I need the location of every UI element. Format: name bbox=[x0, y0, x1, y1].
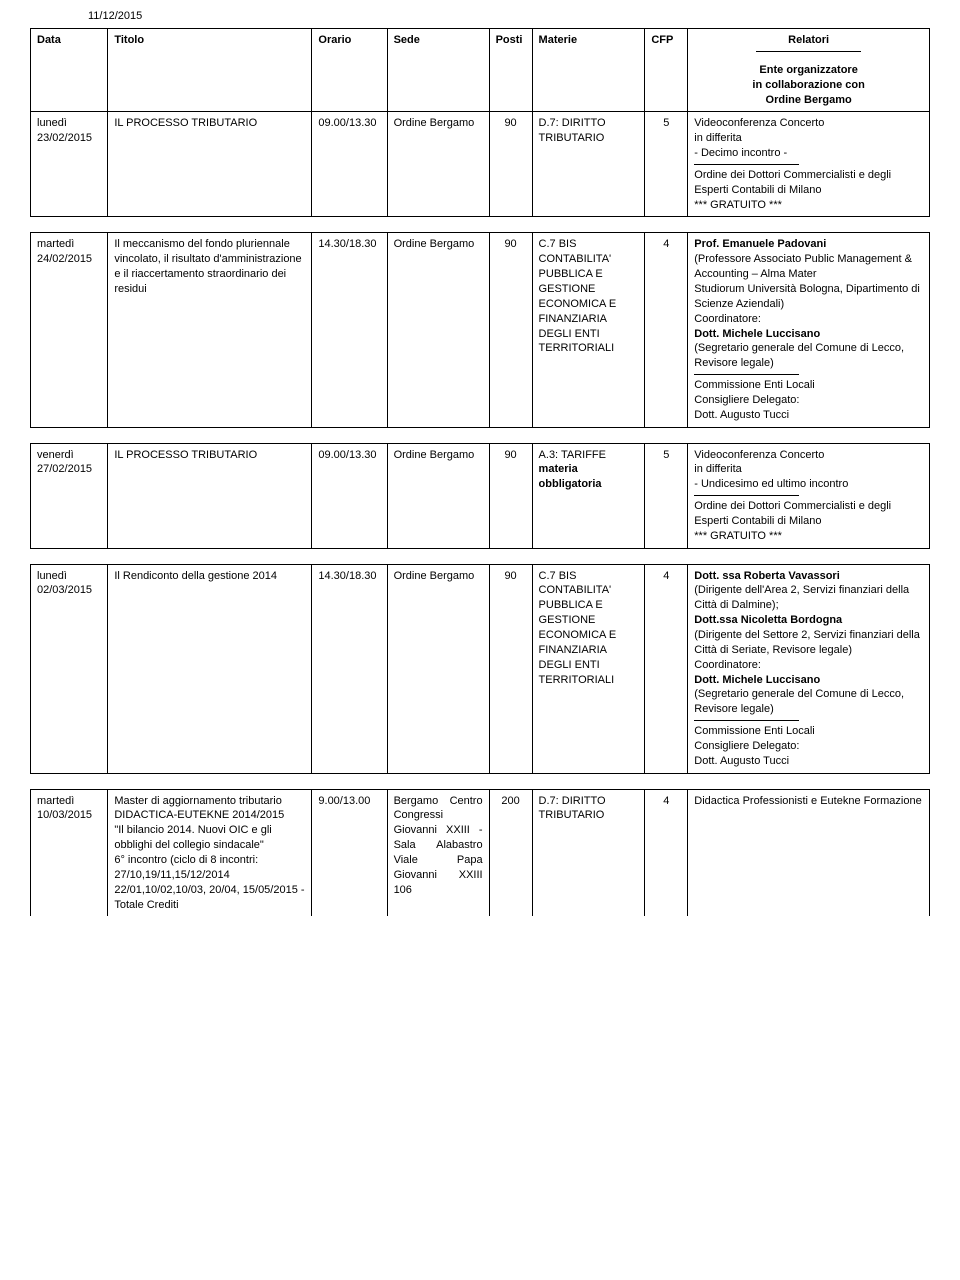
materie-text: CONTABILITA' PUBBLICA E GESTIONE ECONOMI… bbox=[539, 253, 617, 354]
cell-sede: Ordine Bergamo bbox=[387, 233, 489, 427]
spacer bbox=[31, 548, 930, 564]
cell-relatori: Videoconferenza Concerto in differita - … bbox=[688, 443, 930, 548]
cell-titolo: IL PROCESSO TRIBUTARIO bbox=[108, 112, 312, 217]
cell-data: venerdì 27/02/2015 bbox=[31, 443, 108, 548]
cell-relatori: Videoconferenza Concerto in differita - … bbox=[688, 112, 930, 217]
rel-top: Videoconferenza Concerto in differita - … bbox=[694, 116, 923, 161]
cell-sede: Ordine Bergamo bbox=[387, 112, 489, 217]
rel-bottom: Ordine dei Dottori Commercialisti e degl… bbox=[694, 168, 923, 213]
spacer bbox=[31, 773, 930, 789]
materie-code: C.7 BIS bbox=[539, 570, 577, 582]
th-orario: Orario bbox=[312, 29, 387, 112]
th-relatori: Relatori bbox=[688, 29, 930, 59]
cell-orario: 09.00/13.30 bbox=[312, 443, 387, 548]
date: 02/03/2015 bbox=[37, 584, 92, 596]
day: martedì bbox=[37, 795, 74, 807]
cell-cfp: 4 bbox=[645, 564, 688, 773]
cell-cfp: 5 bbox=[645, 443, 688, 548]
table-row: martedì 24/02/2015 Il meccanismo del fon… bbox=[31, 233, 930, 427]
day: lunedì bbox=[37, 570, 67, 582]
cell-titolo: IL PROCESSO TRIBUTARIO bbox=[108, 443, 312, 548]
th-data: Data bbox=[31, 29, 108, 112]
cell-materie: D.7: DIRITTO TRIBUTARIO bbox=[532, 789, 645, 916]
materie-text: TRIBUTARIO bbox=[539, 809, 605, 821]
collab-label: in collaborazione con bbox=[752, 79, 864, 91]
print-date: 11/12/2015 bbox=[30, 10, 930, 22]
ente-label: Ente organizzatore bbox=[759, 64, 857, 76]
rel-bottom: Commissione Enti Locali Consigliere Dele… bbox=[694, 724, 923, 769]
th-cfp: CFP bbox=[645, 29, 688, 112]
spacer bbox=[31, 427, 930, 443]
cell-materie: C.7 BIS CONTABILITA' PUBBLICA E GESTIONE… bbox=[532, 564, 645, 773]
materie-code: A.3: TARIFFE bbox=[539, 449, 606, 461]
table-row: martedì 10/03/2015 Master di aggiornamen… bbox=[31, 789, 930, 916]
relatori-label: Relatori bbox=[788, 34, 829, 46]
day: venerdì bbox=[37, 449, 74, 461]
cell-sede: Bergamo Centro Congressi Giovanni XXIII … bbox=[387, 789, 489, 916]
cell-sede: Ordine Bergamo bbox=[387, 443, 489, 548]
cell-posti: 90 bbox=[489, 564, 532, 773]
materie-code: D.7: DIRITTO bbox=[539, 795, 606, 807]
cell-materie: A.3: TARIFFE materia obbligatoria bbox=[532, 443, 645, 548]
cell-orario: 14.30/18.30 bbox=[312, 233, 387, 427]
cell-cfp: 4 bbox=[645, 233, 688, 427]
cell-posti: 90 bbox=[489, 112, 532, 217]
cell-sede: Ordine Bergamo bbox=[387, 564, 489, 773]
cell-orario: 09.00/13.30 bbox=[312, 112, 387, 217]
cell-titolo: Il Rendiconto della gestione 2014 bbox=[108, 564, 312, 773]
ordine-label: Ordine Bergamo bbox=[766, 94, 852, 106]
cell-posti: 90 bbox=[489, 443, 532, 548]
cell-data: martedì 10/03/2015 bbox=[31, 789, 108, 916]
day: martedì bbox=[37, 238, 74, 250]
cell-data: martedì 24/02/2015 bbox=[31, 233, 108, 427]
table-row: lunedì 23/02/2015 IL PROCESSO TRIBUTARIO… bbox=[31, 112, 930, 217]
date: 27/02/2015 bbox=[37, 463, 92, 475]
cell-relatori: Dott. ssa Roberta Vavassori(Dirigente de… bbox=[688, 564, 930, 773]
cell-orario: 9.00/13.00 bbox=[312, 789, 387, 916]
day: lunedì bbox=[37, 117, 67, 129]
materie-code: D.7: DIRITTO bbox=[539, 117, 606, 129]
header-row-relatori: Data Titolo Orario Sede Posti Materie CF… bbox=[31, 29, 930, 59]
cell-posti: 90 bbox=[489, 233, 532, 427]
document-page: 11/12/2015 Data Titolo Orario Sede Posti… bbox=[0, 0, 960, 926]
rel-bottom: Commissione Enti Locali Consigliere Dele… bbox=[694, 378, 923, 423]
spacer bbox=[31, 217, 930, 233]
rel-top: Dott. ssa Roberta Vavassori(Dirigente de… bbox=[694, 569, 923, 717]
events-table: Data Titolo Orario Sede Posti Materie CF… bbox=[30, 28, 930, 916]
cell-materie: C.7 BIS CONTABILITA' PUBBLICA E GESTIONE… bbox=[532, 233, 645, 427]
th-materie: Materie bbox=[532, 29, 645, 112]
rel-top: Prof. Emanuele Padovani(Professore Assoc… bbox=[694, 237, 923, 371]
th-ente: Ente organizzatore in collaborazione con… bbox=[688, 59, 930, 112]
materie-code: C.7 BIS bbox=[539, 238, 577, 250]
rel-bottom: Ordine dei Dottori Commercialisti e degl… bbox=[694, 499, 923, 544]
date: 23/02/2015 bbox=[37, 132, 92, 144]
cell-posti: 200 bbox=[489, 789, 532, 916]
th-posti: Posti bbox=[489, 29, 532, 112]
th-titolo: Titolo bbox=[108, 29, 312, 112]
date: 10/03/2015 bbox=[37, 809, 92, 821]
table-row: venerdì 27/02/2015 IL PROCESSO TRIBUTARI… bbox=[31, 443, 930, 548]
cell-data: lunedì 23/02/2015 bbox=[31, 112, 108, 217]
cell-materie: D.7: DIRITTO TRIBUTARIO bbox=[532, 112, 645, 217]
date: 24/02/2015 bbox=[37, 253, 92, 265]
materie-text: TRIBUTARIO bbox=[539, 132, 605, 144]
rel-top: Didactica Professionisti e Eutekne Forma… bbox=[694, 794, 923, 809]
th-sede: Sede bbox=[387, 29, 489, 112]
materie-bold: materia obbligatoria bbox=[539, 463, 602, 490]
rel-top: Videoconferenza Concerto in differita - … bbox=[694, 448, 923, 493]
cell-data: lunedì 02/03/2015 bbox=[31, 564, 108, 773]
materie-text: CONTABILITA' PUBBLICA E GESTIONE ECONOMI… bbox=[539, 584, 617, 685]
cell-relatori: Didactica Professionisti e Eutekne Forma… bbox=[688, 789, 930, 916]
cell-cfp: 4 bbox=[645, 789, 688, 916]
cell-cfp: 5 bbox=[645, 112, 688, 217]
cell-orario: 14.30/18.30 bbox=[312, 564, 387, 773]
cell-titolo: Master di aggiornamento tributario DIDAC… bbox=[108, 789, 312, 916]
table-row: lunedì 02/03/2015 Il Rendiconto della ge… bbox=[31, 564, 930, 773]
cell-titolo: Il meccanismo del fondo pluriennale vinc… bbox=[108, 233, 312, 427]
cell-relatori: Prof. Emanuele Padovani(Professore Assoc… bbox=[688, 233, 930, 427]
